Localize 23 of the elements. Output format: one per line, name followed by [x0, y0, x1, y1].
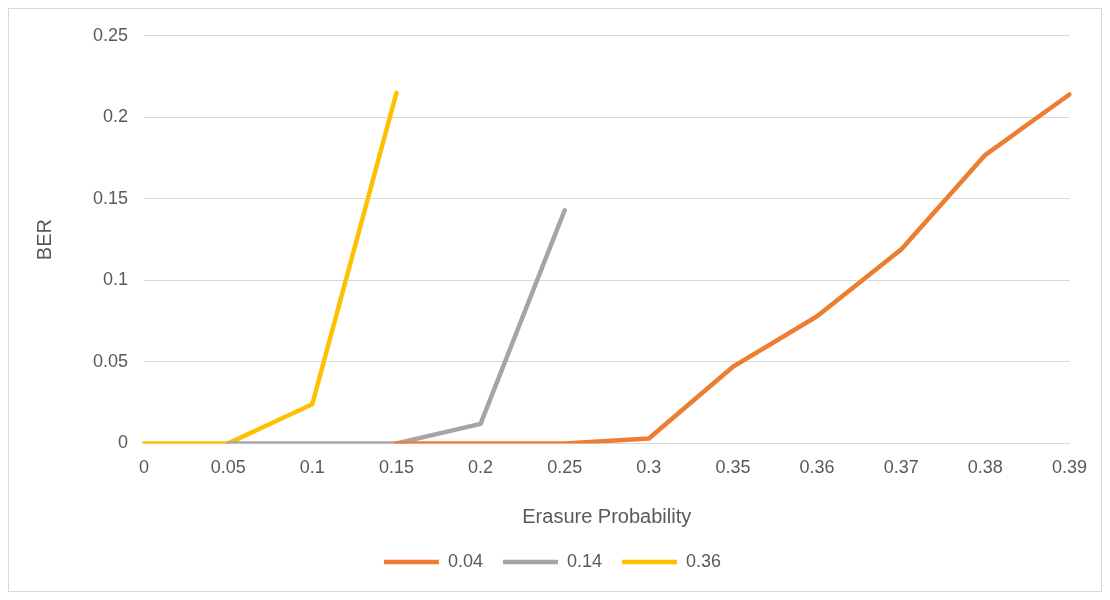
x-tick-label: 0.2	[468, 457, 494, 478]
y-tick-label: 0.15	[92, 187, 129, 208]
y-axis-title: BER	[32, 219, 55, 261]
x-tick-label: 0.25	[547, 457, 583, 478]
x-tick-label: 0.39	[1051, 457, 1088, 478]
x-tick-label: 0.1	[299, 457, 325, 478]
x-tick-label: 0.3	[636, 457, 662, 478]
legend-label: 0.36	[686, 550, 722, 571]
y-tick-label: 0.2	[103, 106, 129, 127]
x-tick-label: 0.15	[378, 457, 414, 478]
x-tick-label: 0.38	[967, 457, 1003, 478]
y-tick-label: 0.1	[103, 269, 129, 290]
y-tick-label: 0.05	[92, 350, 129, 371]
x-tick-label: 0	[139, 457, 150, 478]
legend-label: 0.14	[566, 550, 603, 571]
x-tick-label: 0.35	[715, 457, 751, 478]
y-tick-label: 0.25	[92, 24, 129, 45]
x-tick-label: 0.37	[883, 457, 919, 478]
x-axis-title: Erasure Probability	[522, 504, 692, 527]
x-tick-label: 0.36	[799, 457, 835, 478]
x-tick-label: 0.05	[210, 457, 246, 478]
y-tick-label: 0	[118, 432, 129, 453]
legend-label: 0.04	[447, 550, 483, 571]
